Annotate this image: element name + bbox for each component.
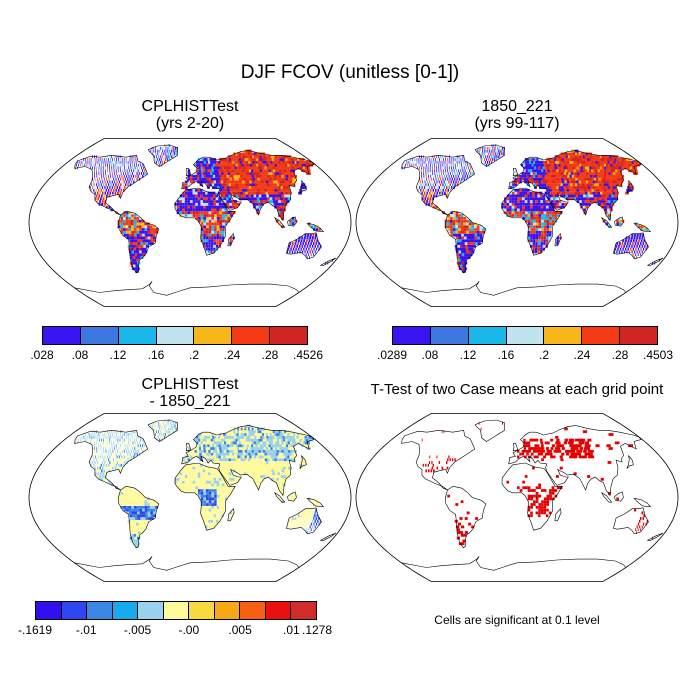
map-grid-cells [402,144,660,273]
colorbar-tick-label: -.1619 [17,623,53,637]
colorbar-swatch [265,602,292,619]
colorbar-tick-label: -.00 [178,623,200,637]
colorbar-tick-label: .08 [421,348,439,362]
top-left-title-line2: (yrs 2-20) [155,115,225,132]
top-right-panel-title: 1850_221 (yrs 99-117) [352,98,682,132]
colorbar-tick-label: -.005 [123,623,152,637]
colorbar-tick-label: .01 [283,623,300,637]
map-panel-bottom-left [28,413,352,582]
bottom-left-title-line1: CPLHISTTest [141,376,239,393]
colorbar-top-right-labels: .0289 .08 .12 .16 .2 .24 .28 .4503 [0,348,700,364]
colorbar-swatch [291,602,317,619]
colorbar-tick-label: .16 [497,348,515,362]
map-projection-border [355,413,679,582]
top-left-title-line1: CPLHISTTest [141,98,239,115]
coastlines [74,144,337,296]
colorbar-tick-label: .08 [71,348,89,362]
top-left-panel-title: CPLHISTTest (yrs 2-20) [25,98,355,132]
map-panel-bottom-right [355,413,679,582]
colorbar-swatch [214,602,241,619]
colorbar-tick-label: .2 [188,348,200,362]
colorbar-swatch [80,327,119,344]
colorbar-swatch [112,602,139,619]
map-grid-cells [75,419,333,548]
coastlines [74,419,337,571]
colorbar-swatch [468,327,507,344]
map-panel-top-left [28,138,352,307]
colorbar-swatch [620,327,658,344]
significance-note: Cells are significant at 0.1 level [434,613,600,627]
colorbar-tick-label: .16 [147,348,165,362]
colorbar-swatch [87,602,113,619]
colorbar-top-left-labels: .028 .08 .12 .16 .2 .24 .28 .4526 [0,348,700,364]
colorbar-tick-label: .28 [611,348,629,362]
figure-title: DJF FCOV (unitless [0-1]) [240,62,460,83]
colorbar-tick-label: .12 [109,348,127,362]
colorbar-swatch [194,327,233,344]
colorbar-tick-label: -.01 [75,623,97,637]
coastlines [401,144,664,296]
colorbar-swatch [270,327,308,344]
top-right-title-line1: 1850_221 [481,98,553,115]
colorbar-swatch [36,602,62,619]
map-projection-border [28,138,352,307]
colorbar-swatch [118,327,157,344]
colorbar-tick-label: .028 [30,348,54,362]
colorbar-tick-label: .005 [228,623,252,637]
colorbar-swatch [163,602,190,619]
colorbar-tick-label: .28 [261,348,279,362]
map-panel-top-right [355,138,679,307]
map-projection-border [355,138,679,307]
colorbar-top-right [392,326,658,345]
colorbar-swatch [506,327,545,344]
colorbar-tick-label: .4503 [642,348,674,362]
colorbar-swatch [61,602,88,619]
bottom-left-panel-title: CPLHISTTest - 1850_221 [25,376,355,410]
colorbar-tick-label: .2 [538,348,550,362]
colorbar-top-left [42,326,308,345]
colorbar-swatch [393,327,431,344]
colorbar-swatch [156,327,195,344]
colorbar-swatch [189,602,215,619]
map-grid-cells [421,421,653,546]
top-right-title-line2: (yrs 99-117) [474,115,560,132]
colorbar-bottom-left-labels: -.1619 -.01 -.005 -.00 .005 .01.1278 [0,623,700,639]
colorbar-swatch [544,327,583,344]
colorbar-swatch [138,602,164,619]
colorbar-tick-label: .1278 [301,623,333,637]
colorbar-tick-label: .24 [573,348,591,362]
colorbar-swatch [232,327,271,344]
coastlines [401,419,664,571]
colorbar-tick-label: .0289 [376,348,408,362]
colorbar-swatch [43,327,81,344]
colorbar-swatch [582,327,621,344]
bottom-left-title-line2: - 1850_221 [149,393,231,410]
colorbar-bottom-left [35,601,317,620]
colorbar-swatch [240,602,266,619]
bottom-right-panel-title: T-Test of two Case means at each grid po… [352,381,682,398]
colorbar-tick-label: .24 [223,348,241,362]
colorbar-tick-label: .12 [459,348,477,362]
bottom-right-title-line1: T-Test of two Case means at each grid po… [370,381,664,398]
map-projection-border [28,413,352,582]
colorbar-swatch [430,327,469,344]
colorbar-tick-label: .4526 [292,348,324,362]
